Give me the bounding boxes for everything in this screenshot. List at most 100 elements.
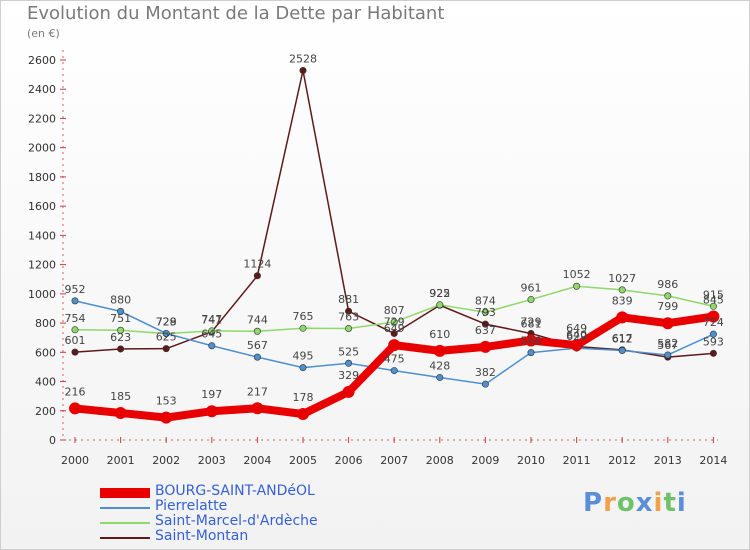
data-point-bourg-saint-and-ol bbox=[525, 334, 537, 347]
data-label-pierrelatte: 582 bbox=[657, 337, 678, 350]
y-tick-label: 2600 bbox=[28, 54, 56, 67]
data-point-saint-marcel-d-ard-che bbox=[709, 302, 717, 310]
logo-letter: P bbox=[583, 488, 604, 518]
legend-item: BOURG-SAINT-ANDéOL bbox=[100, 483, 400, 500]
data-point-saint-marcel-d-ard-che bbox=[117, 326, 125, 334]
data-point-pierrelatte bbox=[709, 330, 717, 338]
legend-label: Pierrelatte bbox=[155, 498, 228, 514]
data-label-bourg-saint-and-ol: 637 bbox=[475, 324, 496, 337]
data-point-pierrelatte bbox=[664, 351, 672, 359]
data-label-saint-montan: 741 bbox=[201, 314, 222, 327]
data-label-saint-montan: 1124 bbox=[243, 258, 271, 271]
data-point-bourg-saint-and-ol bbox=[342, 385, 355, 398]
chart-legend: BOURG-SAINT-ANDéOL Pierrelatte Saint-Marce… bbox=[100, 483, 400, 545]
data-label-pierrelatte: 729 bbox=[156, 315, 177, 328]
data-label-saint-marcel-d-ard-che: 1027 bbox=[608, 272, 636, 285]
data-label-saint-montan: 2528 bbox=[289, 53, 317, 66]
data-label-pierrelatte: 612 bbox=[612, 333, 633, 346]
logo-letter: r bbox=[603, 488, 617, 518]
data-point-bourg-saint-and-ol bbox=[69, 402, 81, 415]
x-tick-label: 2011 bbox=[563, 454, 591, 467]
data-label-saint-montan: 881 bbox=[338, 293, 359, 306]
x-tick-label: 2002 bbox=[152, 454, 180, 467]
data-point-saint-marcel-d-ard-che bbox=[618, 286, 626, 294]
data-label-saint-montan: 601 bbox=[65, 334, 86, 347]
data-point-saint-montan bbox=[71, 348, 79, 356]
data-label-bourg-saint-and-ol: 649 bbox=[384, 322, 405, 335]
y-tick-label: 1200 bbox=[28, 259, 56, 272]
data-point-pierrelatte bbox=[162, 329, 170, 337]
data-label-saint-marcel-d-ard-che: 1052 bbox=[563, 268, 591, 281]
x-tick-label: 2007 bbox=[380, 454, 408, 467]
data-label-saint-marcel-d-ard-che: 763 bbox=[338, 310, 359, 323]
legend-swatch bbox=[100, 537, 150, 539]
data-point-saint-marcel-d-ard-che bbox=[345, 324, 353, 332]
y-tick-label: 0 bbox=[49, 434, 56, 447]
data-point-bourg-saint-and-ol bbox=[661, 317, 674, 330]
data-label-saint-montan: 922 bbox=[429, 287, 450, 300]
x-tick-label: 2012 bbox=[608, 454, 636, 467]
data-label-bourg-saint-and-ol: 845 bbox=[703, 294, 724, 307]
data-point-bourg-saint-and-ol bbox=[388, 339, 401, 352]
data-point-saint-montan bbox=[162, 345, 170, 353]
data-point-bourg-saint-and-ol bbox=[479, 340, 492, 353]
data-label-saint-montan: 623 bbox=[110, 331, 131, 344]
data-point-pierrelatte bbox=[527, 349, 535, 357]
data-point-bourg-saint-and-ol bbox=[707, 310, 720, 323]
legend-swatch bbox=[100, 507, 150, 509]
y-tick-label: 1800 bbox=[28, 171, 56, 184]
data-label-saint-marcel-d-ard-che: 747 bbox=[201, 313, 222, 326]
data-label-saint-montan: 625 bbox=[156, 331, 177, 344]
x-tick-label: 2001 bbox=[107, 454, 135, 467]
data-point-saint-montan bbox=[481, 320, 489, 328]
x-tick-label: 2004 bbox=[243, 454, 271, 467]
data-point-saint-marcel-d-ard-che bbox=[527, 296, 535, 304]
data-point-bourg-saint-and-ol bbox=[570, 339, 583, 352]
data-label-saint-montan: 729 bbox=[521, 315, 542, 328]
x-tick-label: 2000 bbox=[61, 454, 89, 467]
data-label-bourg-saint-and-ol: 197 bbox=[201, 388, 222, 401]
y-tick-label: 2200 bbox=[28, 112, 56, 125]
x-tick-label: 2009 bbox=[471, 454, 499, 467]
data-point-saint-marcel-d-ard-che bbox=[481, 308, 489, 316]
legend-label: BOURG-SAINT-ANDéOL bbox=[155, 483, 315, 499]
data-point-saint-marcel-d-ard-che bbox=[390, 318, 398, 326]
data-label-saint-montan: 793 bbox=[475, 306, 496, 319]
x-tick-label: 2010 bbox=[517, 454, 545, 467]
data-point-pierrelatte bbox=[618, 347, 626, 355]
logo-letter: i bbox=[676, 488, 687, 518]
y-tick-label: 600 bbox=[35, 346, 56, 359]
proxiti-logo: Proxiti bbox=[583, 488, 687, 518]
data-label-saint-marcel-d-ard-che: 986 bbox=[657, 278, 678, 291]
legend-item: Saint-Marcel-d'Ardèche bbox=[100, 513, 400, 530]
legend-swatch bbox=[100, 522, 150, 524]
data-label-saint-montan: 567 bbox=[657, 339, 678, 352]
logo-letter: i bbox=[653, 488, 664, 518]
data-point-pierrelatte bbox=[208, 342, 216, 350]
logo-letter: o bbox=[616, 488, 636, 518]
data-label-pierrelatte: 475 bbox=[384, 353, 405, 366]
data-point-bourg-saint-and-ol bbox=[205, 405, 218, 418]
data-label-pierrelatte: 525 bbox=[338, 345, 359, 358]
y-tick-label: 800 bbox=[35, 317, 56, 330]
x-tick-label: 2008 bbox=[426, 454, 454, 467]
chart-title: Evolution du Montant de la Dette par Hab… bbox=[27, 3, 445, 24]
data-point-saint-marcel-d-ard-che bbox=[299, 324, 307, 332]
data-point-pierrelatte bbox=[390, 367, 398, 375]
data-point-saint-marcel-d-ard-che bbox=[664, 292, 672, 300]
data-label-saint-marcel-d-ard-che: 874 bbox=[475, 294, 496, 307]
data-point-pierrelatte bbox=[253, 353, 261, 361]
legend-label: Saint-Marcel-d'Ardèche bbox=[155, 513, 318, 529]
data-label-bourg-saint-and-ol: 681 bbox=[521, 317, 542, 330]
data-point-pierrelatte bbox=[71, 297, 79, 305]
chart-unit-label: (en €) bbox=[27, 27, 60, 40]
y-tick-label: 2000 bbox=[28, 142, 56, 155]
data-point-saint-marcel-d-ard-che bbox=[436, 301, 444, 309]
data-point-bourg-saint-and-ol bbox=[251, 402, 264, 415]
data-label-pierrelatte: 629 bbox=[566, 330, 587, 343]
data-label-pierrelatte: 645 bbox=[201, 328, 222, 341]
data-point-saint-montan bbox=[299, 67, 307, 75]
legend-label: Saint-Montan bbox=[155, 528, 249, 544]
